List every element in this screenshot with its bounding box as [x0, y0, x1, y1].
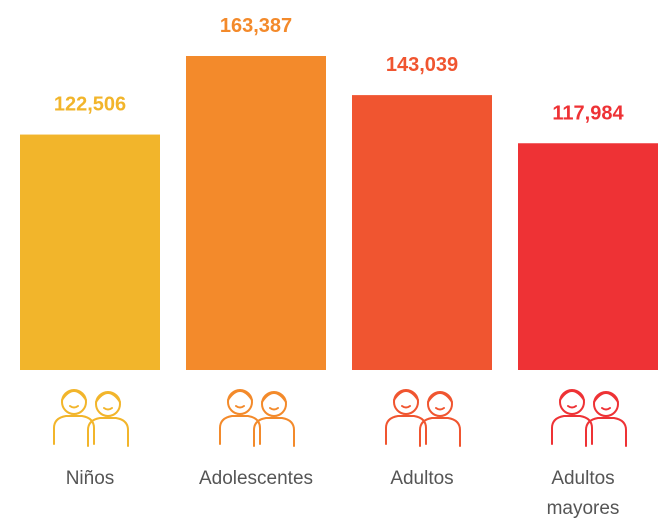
- value-label: 143,039: [386, 54, 458, 76]
- icon: [385, 389, 461, 447]
- category-label: Adultos: [390, 468, 454, 489]
- icon-head: [393, 389, 419, 415]
- icon-face: [435, 407, 445, 411]
- icon-hair: [261, 392, 287, 403]
- icon-hair: [593, 392, 619, 403]
- icon-hair: [559, 390, 585, 401]
- icon-head: [593, 391, 619, 417]
- value-label: 117,984: [552, 102, 624, 124]
- icon-body: [87, 417, 129, 447]
- value-label: 163,387: [220, 15, 292, 37]
- value-label: 122,506: [54, 94, 126, 116]
- category-label: Adolescentes: [198, 468, 314, 489]
- icon-body: [219, 415, 261, 445]
- icon: [551, 389, 627, 447]
- icon-face: [103, 407, 113, 411]
- icon-face: [567, 405, 577, 409]
- icon-hair: [427, 392, 453, 403]
- icon-body: [53, 415, 95, 445]
- icon-face: [269, 407, 279, 411]
- icon-hair: [95, 392, 121, 403]
- icon-head: [227, 389, 253, 415]
- icon: [53, 389, 129, 447]
- icon-face: [235, 405, 245, 409]
- icon-head: [95, 391, 121, 417]
- icon-head: [61, 389, 87, 415]
- icon-face: [69, 405, 79, 409]
- icon-body: [585, 417, 627, 447]
- bar: [352, 95, 492, 371]
- icon-hair: [393, 390, 419, 401]
- category-label: Adultos mayores: [546, 468, 620, 519]
- icon-head: [261, 391, 287, 417]
- category-label: Niños: [65, 468, 115, 489]
- bar: [518, 143, 658, 370]
- icon-body: [253, 417, 295, 447]
- icon-face: [601, 407, 611, 411]
- icon-body: [419, 417, 461, 447]
- icon-body: [551, 415, 593, 445]
- icon: [219, 389, 295, 447]
- icon-body: [385, 415, 427, 445]
- icon-head: [559, 389, 585, 415]
- icon-hair: [61, 390, 87, 401]
- bar: [186, 56, 326, 370]
- icon-face: [401, 405, 411, 409]
- bar: [20, 134, 160, 370]
- icon-hair: [227, 390, 253, 401]
- icon-head: [427, 391, 453, 417]
